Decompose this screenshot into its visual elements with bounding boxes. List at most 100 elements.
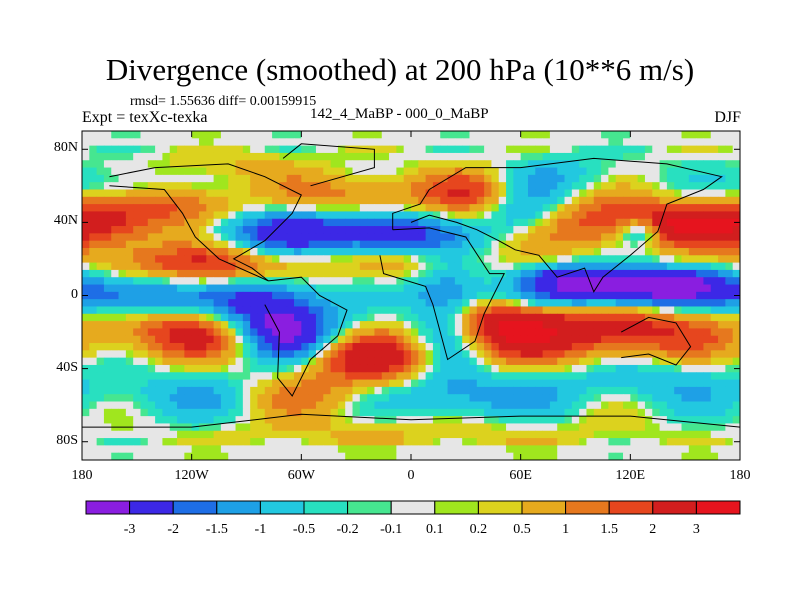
- field-cell: [279, 299, 288, 307]
- field-cell: [674, 277, 682, 285]
- field-cell: [213, 233, 222, 242]
- field-cell: [506, 291, 514, 300]
- field-cell: [674, 438, 682, 446]
- field-cell: [484, 430, 492, 439]
- field-cell: [674, 204, 682, 212]
- field-cell: [286, 357, 295, 366]
- field-cell: [725, 350, 734, 359]
- field-cell: [447, 306, 456, 315]
- colorbar-label: -1: [254, 522, 267, 537]
- field-cell: [432, 386, 441, 395]
- field-cell: [403, 423, 412, 432]
- field-cell: [623, 372, 631, 380]
- field-cell: [432, 350, 441, 359]
- field-cell: [403, 306, 412, 315]
- field-cell: [491, 211, 500, 220]
- field-cell: [498, 335, 507, 344]
- field-cell: [564, 452, 573, 461]
- field-cell: [696, 269, 704, 278]
- field-cell: [118, 445, 127, 454]
- field-cell: [506, 240, 514, 249]
- field-cell: [396, 299, 405, 307]
- field-cell: [147, 394, 156, 402]
- field-cell: [125, 364, 134, 373]
- field-cell: [535, 196, 543, 205]
- field-cell: [198, 211, 207, 220]
- field-cell: [381, 343, 390, 351]
- field-cell: [389, 182, 397, 190]
- field-cell: [630, 452, 639, 461]
- field-cell: [125, 328, 134, 337]
- field-cell: [710, 350, 719, 359]
- field-cell: [506, 182, 514, 190]
- field-cell: [403, 343, 412, 351]
- field-cell: [250, 262, 258, 271]
- field-cell: [96, 182, 105, 190]
- field-cell: [549, 430, 558, 439]
- field-cell: [476, 386, 485, 395]
- field-cell: [169, 408, 178, 417]
- field-cell: [315, 430, 324, 439]
- field-cell: [506, 211, 514, 220]
- field-cell: [484, 350, 492, 359]
- field-cell: [454, 438, 463, 446]
- field-cell: [206, 284, 214, 293]
- field-cell: [103, 255, 112, 263]
- field-cell: [359, 262, 368, 271]
- field-cell: [308, 218, 317, 227]
- field-cell: [710, 218, 719, 227]
- field-cell: [169, 430, 178, 439]
- field-cell: [286, 386, 295, 395]
- field-cell: [228, 357, 236, 366]
- field-cell: [659, 152, 668, 161]
- field-cell: [659, 379, 668, 388]
- field-cell: [286, 438, 295, 446]
- field-cell: [125, 386, 134, 395]
- field-cell: [235, 408, 244, 417]
- field-cell: [279, 262, 288, 271]
- field-cell: [308, 167, 317, 176]
- field-cell: [103, 408, 112, 417]
- field-cell: [418, 269, 427, 278]
- field-cell: [133, 430, 141, 439]
- field-cell: [220, 386, 229, 395]
- field-cell: [111, 226, 119, 234]
- field-cell: [564, 394, 573, 402]
- field-cell: [732, 306, 741, 315]
- field-cell: [184, 226, 193, 234]
- field-cell: [272, 372, 280, 380]
- field-cell: [615, 189, 624, 198]
- field-cell: [220, 182, 229, 190]
- field-cell: [330, 408, 339, 417]
- field-cell: [447, 131, 456, 139]
- field-cell: [381, 247, 390, 256]
- field-cell: [103, 167, 112, 176]
- field-cell: [177, 233, 185, 242]
- field-cell: [440, 379, 448, 388]
- field-cell: [498, 196, 507, 205]
- field-cell: [703, 394, 712, 402]
- field-cell: [337, 423, 346, 432]
- field-cell: [345, 408, 353, 417]
- field-cell: [593, 204, 602, 212]
- field-cell: [608, 262, 617, 271]
- field-cell: [425, 408, 434, 417]
- field-cell: [491, 291, 500, 300]
- field-cell: [359, 196, 368, 205]
- field-cell: [359, 364, 368, 373]
- field-cell: [542, 291, 551, 300]
- field-cell: [710, 138, 719, 147]
- field-cell: [396, 196, 405, 205]
- field-cell: [330, 423, 339, 432]
- field-cell: [330, 306, 339, 315]
- field-cell: [432, 394, 441, 402]
- field-cell: [367, 182, 375, 190]
- field-cell: [213, 350, 222, 359]
- field-cell: [469, 313, 478, 322]
- field-cell: [228, 160, 236, 168]
- field-cell: [630, 284, 639, 293]
- field-cell: [381, 401, 390, 410]
- field-cell: [177, 379, 185, 388]
- field-cell: [571, 269, 580, 278]
- field-cell: [476, 430, 485, 439]
